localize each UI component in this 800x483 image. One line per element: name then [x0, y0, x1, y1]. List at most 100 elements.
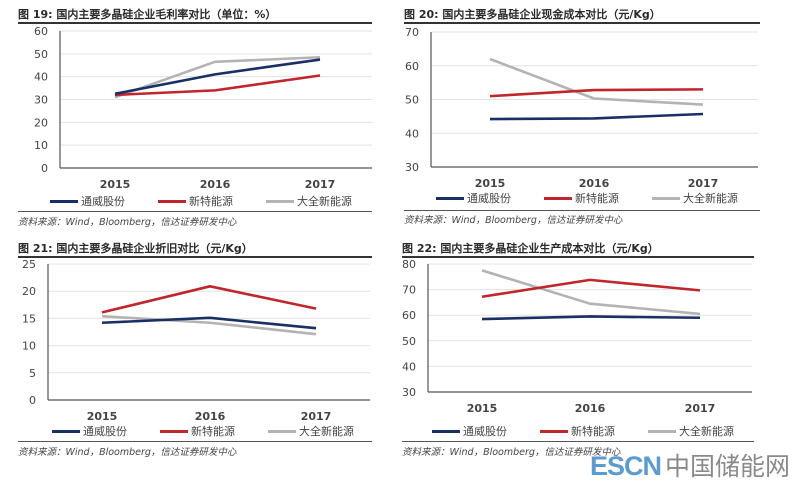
chart-19-source-rule: [18, 211, 372, 212]
chart-20-source: 资料来源：Wind，Bloomberg，信达证券研发中心: [404, 215, 623, 226]
y-tick-label: 5: [29, 367, 36, 380]
chart-19-source: 资料来源：Wind，Bloomberg，信达证券研发中心: [18, 217, 237, 228]
y-tick-label: 60: [34, 25, 48, 38]
y-tick-label: 80: [402, 258, 416, 271]
y-tick-label: 60: [405, 60, 419, 73]
legend-label: 新特能源: [571, 425, 615, 438]
chart-22-legend: 通威股份 新特能源 大全新能源: [432, 423, 756, 439]
chart-20-title: 图 20: 国内主要多晶硅企业现金成本对比（元/Kg）: [404, 8, 661, 21]
legend-item-tongwei: 通威股份: [52, 423, 160, 439]
x-tick-label: 2017: [688, 177, 719, 190]
legend-swatch: [158, 199, 186, 203]
legend-swatch: [648, 429, 676, 433]
legend-item-daqo: 大全新能源: [648, 423, 756, 439]
y-tick-label: 40: [34, 71, 48, 84]
escn-watermark-logo: ESCN 中国储能网: [590, 447, 790, 483]
x-tick-label: 2015: [475, 177, 506, 190]
watermark-latin: ESCN: [590, 451, 662, 481]
legend-item-tongwei: 通威股份: [432, 423, 540, 439]
legend-label: 新特能源: [191, 425, 235, 438]
chart-19-title-rule: [18, 22, 372, 24]
legend-swatch: [160, 429, 188, 433]
chart-21-source-rule: [18, 441, 372, 442]
series-line-tongwei: [101, 316, 317, 330]
y-tick-label: 50: [405, 94, 419, 107]
x-tick-label: 2016: [575, 402, 606, 415]
legend-swatch: [436, 196, 464, 200]
legend-item-daqo: 大全新能源: [266, 193, 374, 209]
chart-21-source: 资料来源：Wind，Bloomberg，信达证券研发中心: [18, 447, 237, 458]
y-tick-label: 20: [22, 285, 36, 298]
x-tick-label: 2016: [200, 178, 231, 191]
legend-swatch: [266, 199, 294, 203]
legend-swatch: [544, 196, 572, 200]
chart-22-source-rule: [402, 441, 754, 442]
legend-label: 通威股份: [463, 425, 507, 438]
y-tick-label: 70: [402, 284, 416, 297]
legend-label: 大全新能源: [683, 192, 738, 205]
x-tick-label: 2016: [579, 177, 610, 190]
x-tick-label: 2017: [305, 178, 336, 191]
series-line-tongwei: [481, 315, 701, 321]
legend-label: 大全新能源: [679, 425, 734, 438]
series-line-tongwei: [489, 112, 704, 121]
y-tick-label: 50: [402, 335, 416, 348]
legend-item-tongwei: 通威股份: [50, 193, 158, 209]
y-tick-label: 60: [402, 309, 416, 322]
legend-swatch: [652, 196, 680, 200]
legend-label: 通威股份: [467, 192, 511, 205]
legend-item-xinte: 新特能源: [544, 190, 652, 206]
chart-22-title: 图 22: 国内主要多晶硅企业生产成本对比（元/Kg）: [402, 242, 659, 255]
legend-label: 通威股份: [81, 195, 125, 208]
legend-item-tongwei: 通威股份: [436, 190, 544, 206]
y-tick-label: 0: [29, 394, 36, 407]
series-line-xinte: [489, 88, 704, 98]
chart-22-source: 资料来源：Wind，Bloomberg，信达证券研发中心: [402, 447, 621, 458]
legend-item-xinte: 新特能源: [540, 423, 648, 439]
chart-22-title-rule: [402, 256, 754, 258]
x-tick-label: 2016: [195, 410, 226, 423]
series-line-tongwei: [114, 58, 321, 96]
legend-swatch: [50, 199, 78, 203]
x-tick-label: 2015: [100, 178, 131, 191]
y-tick-label: 50: [34, 48, 48, 61]
y-tick-label: 10: [34, 139, 48, 152]
watermark-cn: 中国储能网: [665, 453, 791, 481]
y-tick-label: 20: [34, 116, 48, 129]
y-tick-label: 30: [34, 94, 48, 107]
y-tick-label: 40: [405, 127, 419, 140]
legend-item-xinte: 新特能源: [158, 193, 266, 209]
legend-label: 通威股份: [83, 425, 127, 438]
x-tick-label: 2015: [467, 402, 498, 415]
x-tick-label: 2017: [685, 402, 716, 415]
y-tick-label: 30: [405, 161, 419, 174]
legend-swatch: [268, 429, 296, 433]
y-tick-label: 30: [402, 386, 416, 399]
y-tick-label: 25: [22, 258, 36, 271]
legend-item-daqo: 大全新能源: [652, 190, 760, 206]
legend-label: 新特能源: [189, 195, 233, 208]
chart-21-title: 图 21: 国内主要多晶硅企业折旧对比（元/Kg）: [18, 242, 253, 255]
legend-label: 大全新能源: [299, 425, 354, 438]
chart-21-title-rule: [18, 256, 372, 258]
chart-20-title-rule: [404, 22, 760, 24]
y-tick-label: 70: [405, 26, 419, 39]
chart-19-title: 图 19: 国内主要多晶硅企业毛利率对比（单位：%）: [18, 8, 277, 21]
legend-item-xinte: 新特能源: [160, 423, 268, 439]
y-tick-label: 0: [41, 162, 48, 175]
legend-item-daqo: 大全新能源: [268, 423, 376, 439]
y-tick-label: 40: [402, 360, 416, 373]
series-line-daqo: [481, 269, 701, 316]
series-line-daqo: [489, 57, 704, 106]
legend-swatch: [432, 429, 460, 433]
legend-swatch: [52, 429, 80, 433]
legend-label: 大全新能源: [297, 195, 352, 208]
legend-label: 新特能源: [575, 192, 619, 205]
x-tick-label: 2017: [301, 410, 332, 423]
y-tick-label: 15: [22, 312, 36, 325]
series-line-xinte: [481, 278, 701, 299]
chart-20-legend: 通威股份 新特能源 大全新能源: [436, 190, 760, 206]
series-line-xinte: [101, 285, 317, 314]
legend-swatch: [540, 429, 568, 433]
